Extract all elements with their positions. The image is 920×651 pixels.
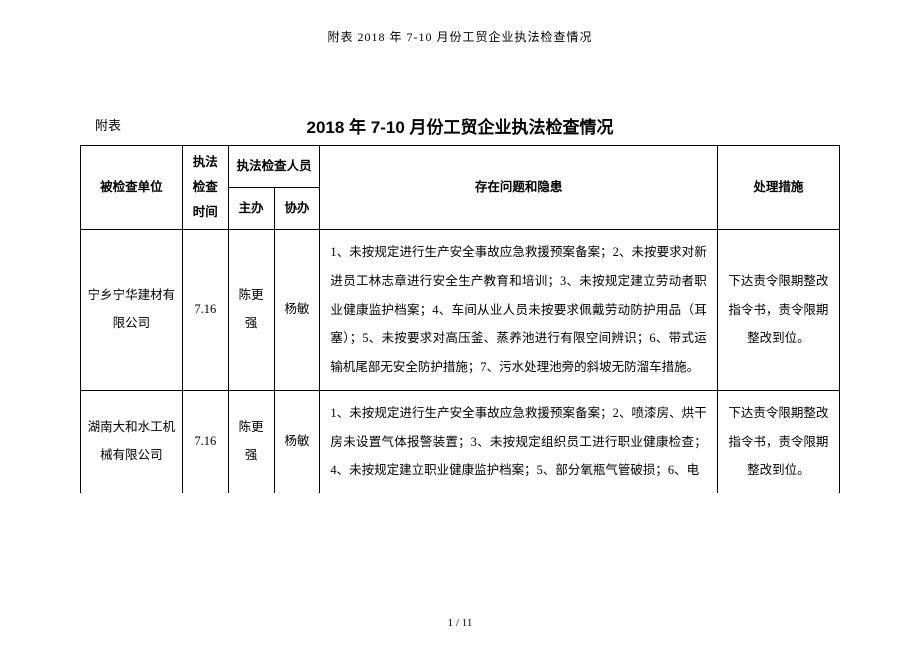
- table-row: 宁乡宁华建材有限公司 7.16 陈更强 杨敏 1、未按规定进行生产安全事故应急救…: [81, 230, 840, 391]
- col-header-action: 处理措施: [717, 146, 839, 230]
- table-header-row-1: 被检查单位 执法检查时间 执法检查人员 存在问题和隐患 处理措施: [81, 146, 840, 188]
- cell-staff-main: 陈更强: [228, 390, 274, 493]
- cell-staff-assist: 杨敏: [274, 230, 320, 391]
- col-header-staff-main: 主办: [228, 188, 274, 230]
- cell-staff-assist: 杨敏: [274, 390, 320, 493]
- page-title: 2018 年 7-10 月份工贸企业执法检查情况: [0, 113, 920, 138]
- cell-unit: 宁乡宁华建材有限公司: [81, 230, 183, 391]
- col-header-time: 执法检查时间: [182, 146, 228, 230]
- cell-action: 下达责令限期整改指令书，责令限期整改到位。: [717, 230, 839, 391]
- cell-staff-main: 陈更强: [228, 230, 274, 391]
- cell-unit: 湖南大和水工机械有限公司: [81, 390, 183, 493]
- page-footer: 1 / 11: [0, 617, 920, 629]
- col-header-staff-assist: 协办: [274, 188, 320, 230]
- cell-action: 下达责令限期整改指令书，责令限期整改到位。: [717, 390, 839, 493]
- cell-time: 7.16: [182, 390, 228, 493]
- col-header-issues: 存在问题和隐患: [320, 146, 717, 230]
- table-row: 湖南大和水工机械有限公司 7.16 陈更强 杨敏 1、未按规定进行生产安全事故应…: [81, 390, 840, 493]
- cell-issues: 1、未按规定进行生产安全事故应急救援预案备案；2、喷漆房、烘干房未设置气体报警装…: [320, 390, 717, 493]
- col-header-unit: 被检查单位: [81, 146, 183, 230]
- col-header-staff: 执法检查人员: [228, 146, 320, 188]
- cell-time: 7.16: [182, 230, 228, 391]
- inspection-table: 被检查单位 执法检查时间 执法检查人员 存在问题和隐患 处理措施 主办 协办 宁…: [80, 145, 840, 493]
- inspection-table-wrap: 被检查单位 执法检查时间 执法检查人员 存在问题和隐患 处理措施 主办 协办 宁…: [80, 145, 840, 493]
- cell-issues: 1、未按规定进行生产安全事故应急救援预案备案；2、未按要求对新进员工林志章进行安…: [320, 230, 717, 391]
- page-header-small: 附表 2018 年 7-10 月份工贸企业执法检查情况: [0, 0, 920, 45]
